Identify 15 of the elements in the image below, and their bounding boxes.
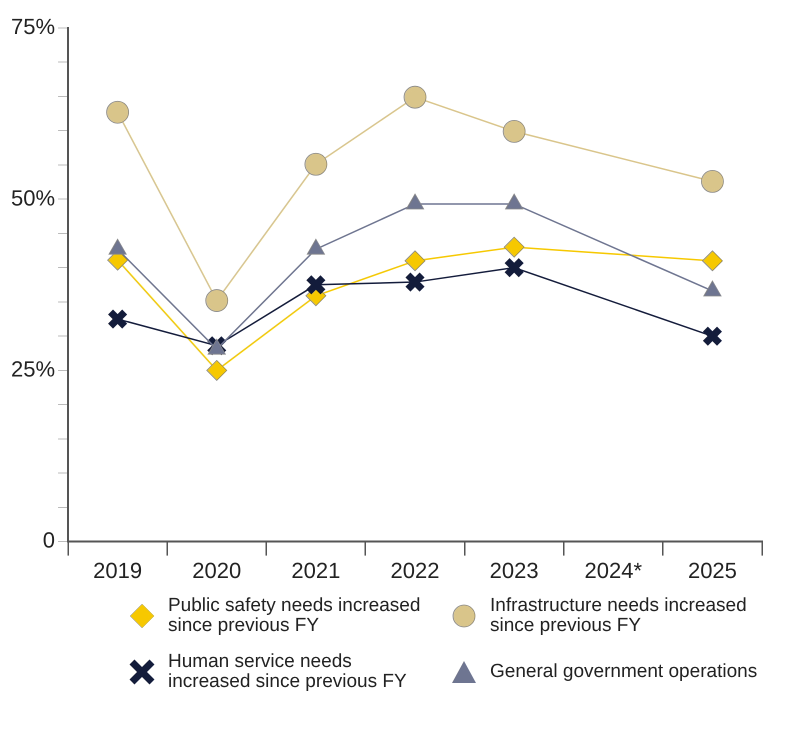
x-tick-label: 2025 — [688, 558, 737, 583]
legend-label: Human service needs increased since previous FY — [168, 651, 408, 692]
x-tick-label: 2019 — [93, 558, 142, 583]
y-tick-label: 25% — [10, 356, 56, 382]
legend-label: Public safety needs increased since previous FY — [168, 595, 422, 636]
y-tick-label: 0 — [42, 528, 56, 553]
x-tick-label: 2024* — [584, 558, 642, 583]
legend-label: General government operations — [490, 661, 758, 682]
y-tick-label: 75% — [10, 14, 56, 40]
x-tick-label: 2023 — [490, 558, 539, 583]
x-tick-label: 2021 — [291, 558, 340, 583]
legend-label: Infrastructure needs increased since previous FY — [490, 595, 748, 636]
x-tick-label: 2022 — [390, 558, 440, 583]
x-tick-label: 2020 — [192, 558, 242, 583]
y-tick-label: 50% — [10, 185, 56, 210]
